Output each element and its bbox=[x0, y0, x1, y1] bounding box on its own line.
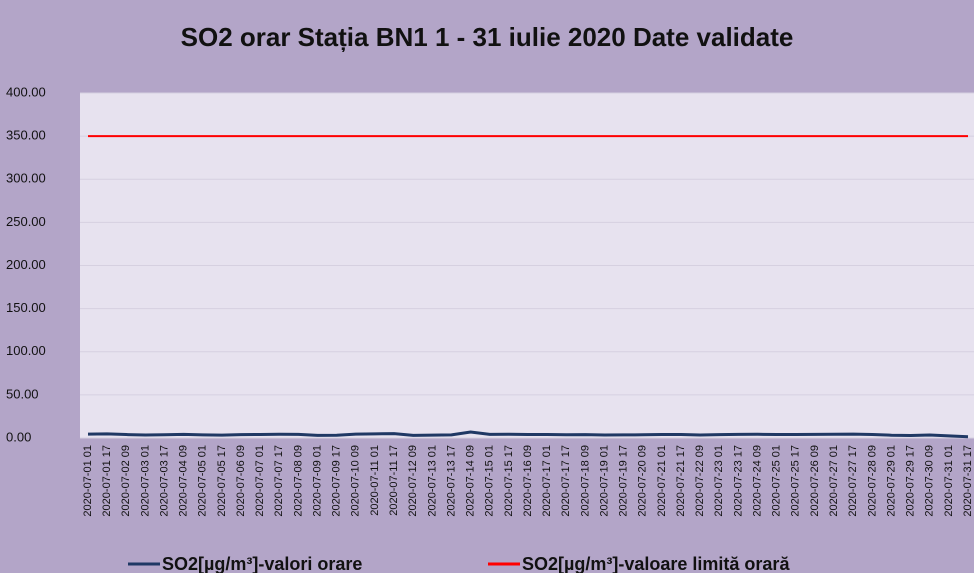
x-tick-label: 2020-07-26 09 bbox=[809, 445, 821, 517]
series-line bbox=[87, 430, 969, 439]
x-tick-label: 2020-07-28 09 bbox=[866, 445, 878, 517]
x-tick-label: 2020-07-09 01 bbox=[311, 445, 323, 517]
x-tick-label: 2020-07-04 09 bbox=[178, 445, 190, 517]
y-tick-label: 200.00 bbox=[6, 257, 46, 272]
x-tick-label: 2020-07-08 09 bbox=[292, 445, 304, 517]
x-tick-label: 2020-07-11 17 bbox=[388, 445, 400, 516]
x-tick-label: 2020-07-23 17 bbox=[732, 445, 744, 517]
y-tick-label: 100.00 bbox=[6, 343, 46, 358]
x-tick-label: 2020-07-01 17 bbox=[101, 445, 113, 517]
x-tick-label: 2020-07-23 01 bbox=[713, 445, 725, 517]
x-tick-label: 2020-07-13 01 bbox=[426, 445, 438, 517]
x-tick-label: 2020-07-05 01 bbox=[197, 445, 209, 517]
legend-label: SO2[µg/m³]-valoare limită orară bbox=[522, 554, 790, 573]
x-tick-label: 2020-07-27 01 bbox=[828, 445, 840, 517]
x-tick-label: 2020-07-03 01 bbox=[139, 445, 151, 517]
x-tick-label: 2020-07-31 01 bbox=[943, 445, 955, 517]
y-tick-label: 300.00 bbox=[6, 171, 46, 186]
y-tick-label: 150.00 bbox=[6, 300, 46, 315]
x-tick-label: 2020-07-21 17 bbox=[675, 445, 687, 517]
x-tick-label: 2020-07-27 17 bbox=[847, 445, 859, 517]
y-tick-label: 0.00 bbox=[6, 429, 31, 444]
x-tick-label: 2020-07-14 09 bbox=[465, 445, 477, 517]
x-tick-label: 2020-07-09 17 bbox=[331, 445, 343, 517]
x-tick-label: 2020-07-20 09 bbox=[637, 445, 649, 517]
x-tick-label: 2020-07-31 17 bbox=[962, 445, 974, 517]
x-tick-label: 2020-07-25 17 bbox=[790, 445, 802, 517]
x-tick-label: 2020-07-18 09 bbox=[579, 445, 591, 517]
x-tick-label: 2020-07-03 17 bbox=[158, 445, 170, 517]
legend-label: SO2[µg/m³]-valori orare bbox=[162, 554, 362, 573]
x-tick-label: 2020-07-11 01 bbox=[369, 445, 381, 516]
x-tick-label: 2020-07-15 01 bbox=[484, 445, 496, 517]
x-tick-label: 2020-07-19 17 bbox=[618, 445, 630, 517]
chart-title: SO2 orar Stația BN1 1 - 31 iulie 2020 Da… bbox=[180, 22, 794, 52]
x-tick-label: 2020-07-05 17 bbox=[216, 445, 228, 517]
x-tick-label: 2020-07-15 17 bbox=[503, 445, 515, 517]
x-tick-label: 2020-07-16 09 bbox=[522, 445, 534, 517]
x-tick-label: 2020-07-25 01 bbox=[771, 445, 783, 517]
x-tick-label: 2020-07-07 01 bbox=[254, 445, 266, 517]
x-tick-label: 2020-07-19 01 bbox=[598, 445, 610, 517]
y-tick-label: 50.00 bbox=[6, 386, 39, 401]
x-tick-label: 2020-07-12 09 bbox=[407, 445, 419, 517]
x-tick-label: 2020-07-10 09 bbox=[350, 445, 362, 517]
x-tick-label: 2020-07-01 01 bbox=[82, 445, 94, 517]
x-tick-label: 2020-07-21 01 bbox=[656, 445, 668, 517]
x-tick-label: 2020-07-06 09 bbox=[235, 445, 247, 517]
x-tick-label: 2020-07-07 17 bbox=[273, 445, 285, 517]
x-tick-label: 2020-07-17 17 bbox=[560, 445, 572, 517]
x-tick-label: 2020-07-29 01 bbox=[885, 445, 897, 517]
x-tick-label: 2020-07-30 09 bbox=[924, 445, 936, 517]
x-tick-label: 2020-07-29 17 bbox=[905, 445, 917, 517]
y-tick-label: 350.00 bbox=[6, 128, 46, 143]
x-tick-label: 2020-07-13 17 bbox=[445, 445, 457, 517]
x-tick-label: 2020-07-24 09 bbox=[751, 445, 763, 517]
y-tick-label: 250.00 bbox=[6, 214, 46, 229]
x-tick-label: 2020-07-17 01 bbox=[541, 445, 553, 517]
x-tick-label: 2020-07-22 09 bbox=[694, 445, 706, 517]
x-tick-label: 2020-07-02 09 bbox=[120, 445, 132, 517]
y-tick-label: 400.00 bbox=[6, 84, 46, 99]
